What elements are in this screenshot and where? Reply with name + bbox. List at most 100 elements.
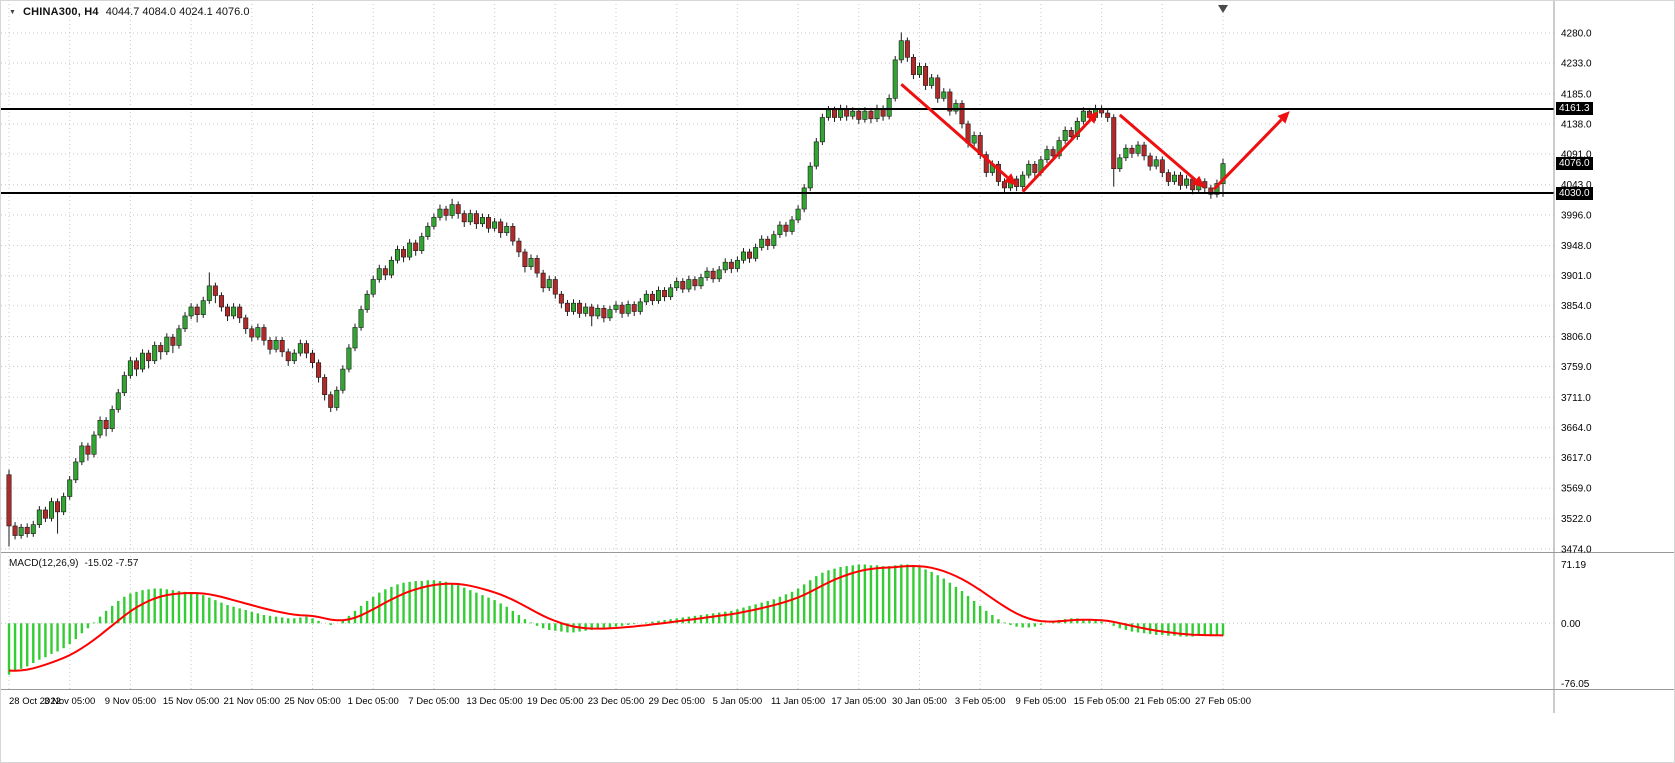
candle-bear: [1032, 163, 1038, 173]
candle-bull: [358, 309, 364, 328]
candle-bull: [892, 59, 898, 99]
price-axis[interactable]: 4280.0 4233.0 4185.0 4138.0 4091.0 4043.0 3996…: [1561, 29, 1592, 691]
candle-bull: [1044, 149, 1050, 161]
candle-bull: [364, 293, 370, 310]
time-label: 9 Nov 05:00: [105, 696, 156, 707]
time-label: 27 Feb 05:00: [1195, 696, 1251, 707]
candle-bear: [552, 279, 558, 295]
candle-bull: [61, 496, 67, 513]
candle-bull: [771, 234, 777, 246]
trend-arrow-1-down[interactable]: [900, 83, 1009, 179]
candle-bear: [577, 302, 583, 314]
candle-bull: [1135, 144, 1141, 154]
candle-bull: [479, 217, 485, 225]
candle-bull: [109, 409, 115, 429]
indicator-tick-label: 71.19: [1561, 560, 1586, 571]
candle-bear: [85, 445, 91, 455]
candle-bull: [200, 300, 206, 315]
candle-bull: [1220, 163, 1226, 184]
candle-bull: [97, 420, 103, 436]
candle-bear: [765, 238, 771, 246]
candle-bear: [103, 420, 109, 429]
candles: [6, 32, 1226, 547]
candle-bull: [704, 270, 710, 278]
candle-bull: [777, 224, 783, 235]
candle-bear: [6, 474, 12, 527]
candle-bear: [309, 352, 315, 364]
candle-bull: [1080, 110, 1086, 122]
candle-bear: [1129, 147, 1135, 154]
indicator-tick-label: -76.05: [1561, 679, 1590, 690]
ohlc-values: 4044.7 4084.0 4024.1 4076.0: [105, 6, 250, 18]
macd-indicator: [7, 564, 1225, 675]
candle-bear: [1105, 112, 1111, 118]
symbol-label: ▼ CHINA300, H4 4044.7 4084.0 4024.1 4076…: [9, 6, 249, 18]
candle-bull: [425, 226, 431, 237]
candle-bull: [874, 108, 880, 120]
candle-bull: [1062, 130, 1068, 141]
candle-bull: [36, 509, 42, 525]
candle-bull: [1184, 178, 1190, 186]
candle-bull: [176, 328, 182, 346]
candle-bear: [947, 91, 953, 112]
candle-bear: [692, 279, 698, 287]
candle-bear: [923, 65, 929, 86]
candle-bull: [273, 339, 279, 350]
candle-bull: [753, 247, 759, 259]
candle-bear: [983, 154, 989, 173]
time-label: 9 Feb 05:00: [1016, 696, 1067, 707]
candle-bull: [953, 103, 959, 112]
time-label: 21 Nov 05:00: [224, 696, 281, 707]
time-label: 30 Jan 05:00: [892, 696, 947, 707]
candle-bull: [1123, 147, 1129, 159]
time-label: 15 Feb 05:00: [1074, 696, 1130, 707]
candle-bull: [528, 258, 534, 267]
candle-bear: [1178, 174, 1184, 186]
candle-bull: [571, 302, 577, 312]
candle-bull: [1117, 157, 1123, 170]
trend-arrow-2-up[interactable]: [1021, 118, 1092, 193]
candle-bear: [747, 251, 753, 259]
candle-bear: [261, 327, 267, 341]
chart-menu-icon[interactable]: ▼: [9, 8, 16, 16]
candle-bear: [322, 377, 328, 396]
trend-arrow-head[interactable]: [1004, 173, 1017, 186]
candle-bull: [716, 269, 722, 280]
symbol-name: CHINA300, H4: [22, 6, 99, 18]
candle-bull: [188, 306, 194, 317]
candle-bear: [510, 226, 516, 242]
candle-bear: [146, 352, 152, 362]
indicator-label: MACD(12,26,9) -15.02 -7.57: [9, 558, 138, 569]
candle-bear: [680, 281, 686, 290]
trend-arrow-head[interactable]: [1277, 111, 1290, 124]
trend-arrow-head[interactable]: [1086, 111, 1099, 124]
candle-bear: [473, 213, 479, 225]
candle-bear: [910, 57, 916, 75]
candle-bear: [225, 306, 231, 317]
candle-bear: [133, 360, 139, 370]
candle-bear: [243, 317, 249, 330]
trend-arrow-4-up[interactable]: [1212, 118, 1283, 191]
candle-bull: [546, 279, 552, 289]
trend-arrow-head[interactable]: [1192, 175, 1205, 188]
candle-bear: [24, 526, 30, 534]
candle-bear: [279, 339, 285, 353]
price-tick-label: 4043.0: [1561, 180, 1592, 191]
candle-bear: [1050, 149, 1056, 157]
candle-bull: [152, 345, 158, 362]
price-tick-label: 3522.0: [1561, 514, 1592, 525]
candle-bull: [941, 91, 947, 99]
price-tick-label: 3806.0: [1561, 332, 1592, 343]
price-tag-support: 4030.0: [1556, 186, 1593, 200]
time-label: 25 Nov 05:00: [284, 696, 341, 707]
candle-bull: [334, 389, 340, 408]
candle-bull: [164, 336, 170, 353]
candle-bull: [674, 281, 680, 289]
candle-bull: [121, 375, 127, 394]
candle-bull: [825, 109, 831, 118]
trend-arrow-3-down[interactable]: [1118, 113, 1197, 182]
chart-shift-marker[interactable]: [1218, 5, 1228, 13]
candle-bull: [740, 251, 746, 261]
